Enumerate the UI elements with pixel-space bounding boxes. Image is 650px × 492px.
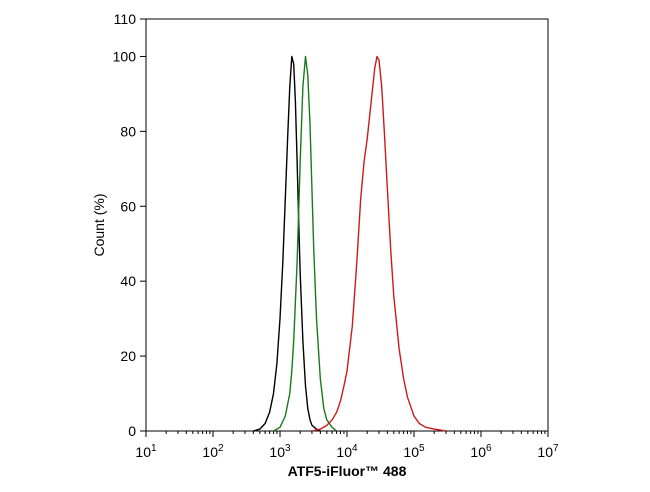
y-axis: 0 20 40 60 80 100 110 bbox=[113, 11, 146, 439]
y-tick-label: 40 bbox=[120, 273, 136, 289]
y-tick-label: 110 bbox=[114, 11, 137, 27]
x-tick-label: 101 bbox=[135, 443, 157, 460]
x-tick-label: 106 bbox=[470, 443, 492, 460]
x-tick-label: 102 bbox=[202, 443, 224, 460]
series-line-1 bbox=[253, 55, 321, 432]
series-layer bbox=[253, 55, 447, 432]
x-axis-title: ATF5-iFluor™ 488 bbox=[288, 463, 407, 479]
x-tick-label: 103 bbox=[269, 443, 291, 460]
x-tick-label: 104 bbox=[336, 443, 358, 460]
y-tick-label: 80 bbox=[120, 123, 136, 139]
x-tick-label: 105 bbox=[403, 443, 425, 460]
x-tick-label: 107 bbox=[537, 443, 559, 460]
y-axis-title: Count (%) bbox=[91, 193, 107, 256]
y-tick-label: 100 bbox=[113, 48, 137, 64]
x-axis: 101 102 103 104 105 106 107 bbox=[135, 431, 559, 460]
series-line-3 bbox=[311, 55, 447, 432]
y-tick-label: 20 bbox=[120, 348, 136, 364]
y-tick-label: 0 bbox=[128, 423, 136, 439]
y-tick-label: 60 bbox=[120, 198, 136, 214]
series-line-2 bbox=[273, 55, 338, 432]
